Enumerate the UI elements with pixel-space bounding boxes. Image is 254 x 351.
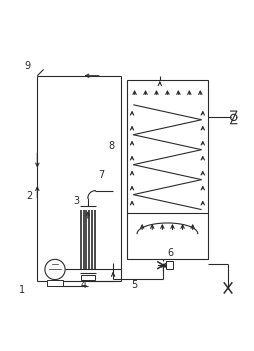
Circle shape (45, 259, 65, 280)
Text: 9: 9 (24, 61, 30, 71)
Text: 6: 6 (167, 247, 173, 258)
Bar (81, 275, 95, 280)
Text: 1: 1 (19, 285, 25, 296)
Text: 5: 5 (132, 280, 138, 290)
Text: 7: 7 (99, 171, 105, 180)
Text: 2: 2 (27, 191, 33, 201)
Text: 8: 8 (109, 141, 115, 151)
Bar (47, 280, 62, 286)
Text: 3: 3 (73, 196, 80, 206)
Text: 4: 4 (81, 280, 87, 290)
Bar (127, 80, 208, 259)
Bar (166, 261, 173, 269)
